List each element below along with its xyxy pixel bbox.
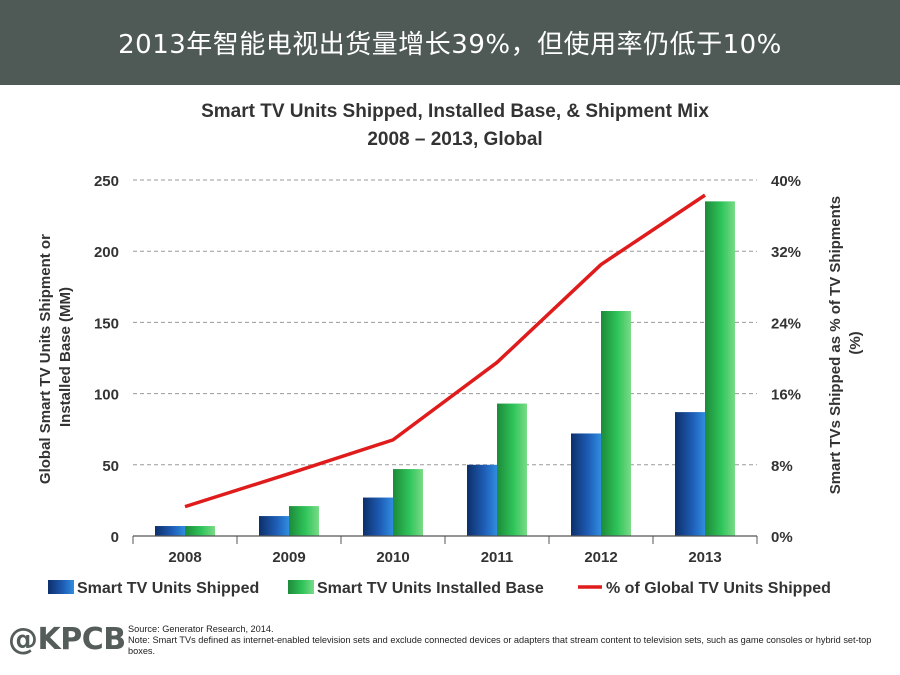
chart-title: Smart TV Units Shipped, Installed Base, …: [201, 101, 709, 122]
bar-units-shipped: [363, 497, 393, 536]
legend-label: Smart TV Units Installed Base: [317, 580, 544, 597]
x-tick-label: 2013: [688, 549, 721, 566]
chart-subtitle: 2008 – 2013, Global: [367, 129, 542, 150]
bar-units-shipped: [259, 516, 289, 536]
y-axis-label-left: Global Smart TV Units Shipment or Instal…: [37, 230, 74, 484]
y-tick-label-left: 50: [102, 458, 119, 475]
x-tick-label: 2011: [481, 549, 514, 566]
bar-installed-base: [185, 526, 215, 536]
line-series: [184, 193, 706, 509]
y-tick-label-left: 250: [94, 173, 119, 190]
legend: Smart TV Units Shipped Smart TV Units Ins…: [48, 580, 831, 597]
bar-units-shipped: [155, 526, 185, 536]
legend-swatch: [288, 580, 314, 594]
y-axis-label-right-line-2: (%): [847, 331, 864, 354]
chart: Smart TV Units Shipped, Installed Base, …: [37, 101, 864, 597]
bar-installed-base: [497, 403, 527, 536]
bars: [155, 201, 735, 537]
y-tick-label-left: 200: [94, 244, 119, 261]
y-tick-label-left: 150: [94, 315, 119, 332]
x-tick-label: 2008: [168, 549, 201, 566]
x-tick-label: 2010: [376, 549, 409, 566]
axes: 0 50 100 150 200 250 0% 8% 16% 24% 32% 40% 2008 2009 2…: [94, 173, 801, 566]
definition-note: Note: Smart TVs defined as internet-enab…: [128, 635, 872, 656]
legend-label: Smart TV Units Shipped: [77, 580, 259, 597]
footer-notes: Source: Generator Research, 2014. Note: …: [128, 624, 888, 657]
bar-units-shipped: [571, 433, 601, 536]
y-axis-label-right-line-1: Smart TVs Shipped as % of TV Shipments: [827, 196, 844, 494]
x-tick-label: 2012: [584, 549, 617, 566]
bar-installed-base: [289, 506, 319, 536]
y-tick-label-right: 24%: [771, 315, 801, 332]
line-pct-global-shipped: [184, 193, 706, 509]
bar-installed-base: [601, 311, 631, 536]
bar-units-shipped: [675, 412, 705, 536]
kpcb-logo: @KPCB: [8, 622, 126, 657]
y-tick-label-right: 32%: [771, 244, 801, 261]
x-tick-label: 2009: [272, 549, 305, 566]
y-axis-label-left-line-2: Installed Base (MM): [57, 287, 74, 427]
bar-installed-base: [393, 469, 423, 536]
y-tick-label-left: 0: [111, 529, 119, 546]
y-tick-label-right: 16%: [771, 387, 801, 404]
y-axis-label-right: Smart TVs Shipped as % of TV Shipments (…: [827, 192, 864, 495]
legend-label: % of Global TV Units Shipped: [606, 580, 831, 597]
slide-header: 2013年智能电视出货量增长39%，但使用率仍低于10%: [0, 0, 900, 85]
y-axis-label-left-line-1: Global Smart TV Units Shipment or: [37, 234, 54, 484]
bar-units-shipped: [467, 464, 497, 536]
y-tick-label-right: 40%: [771, 173, 801, 190]
y-tick-label-right: 8%: [771, 458, 793, 475]
y-tick-label-left: 100: [94, 387, 119, 404]
bar-installed-base: [705, 201, 735, 537]
slide-title: 2013年智能电视出货量增长39%，但使用率仍低于10%: [118, 30, 782, 60]
legend-swatch: [48, 580, 74, 594]
grid-lines: [133, 179, 757, 466]
source-note: Source: Generator Research, 2014.: [128, 624, 274, 634]
y-tick-label-right: 0%: [771, 529, 793, 546]
